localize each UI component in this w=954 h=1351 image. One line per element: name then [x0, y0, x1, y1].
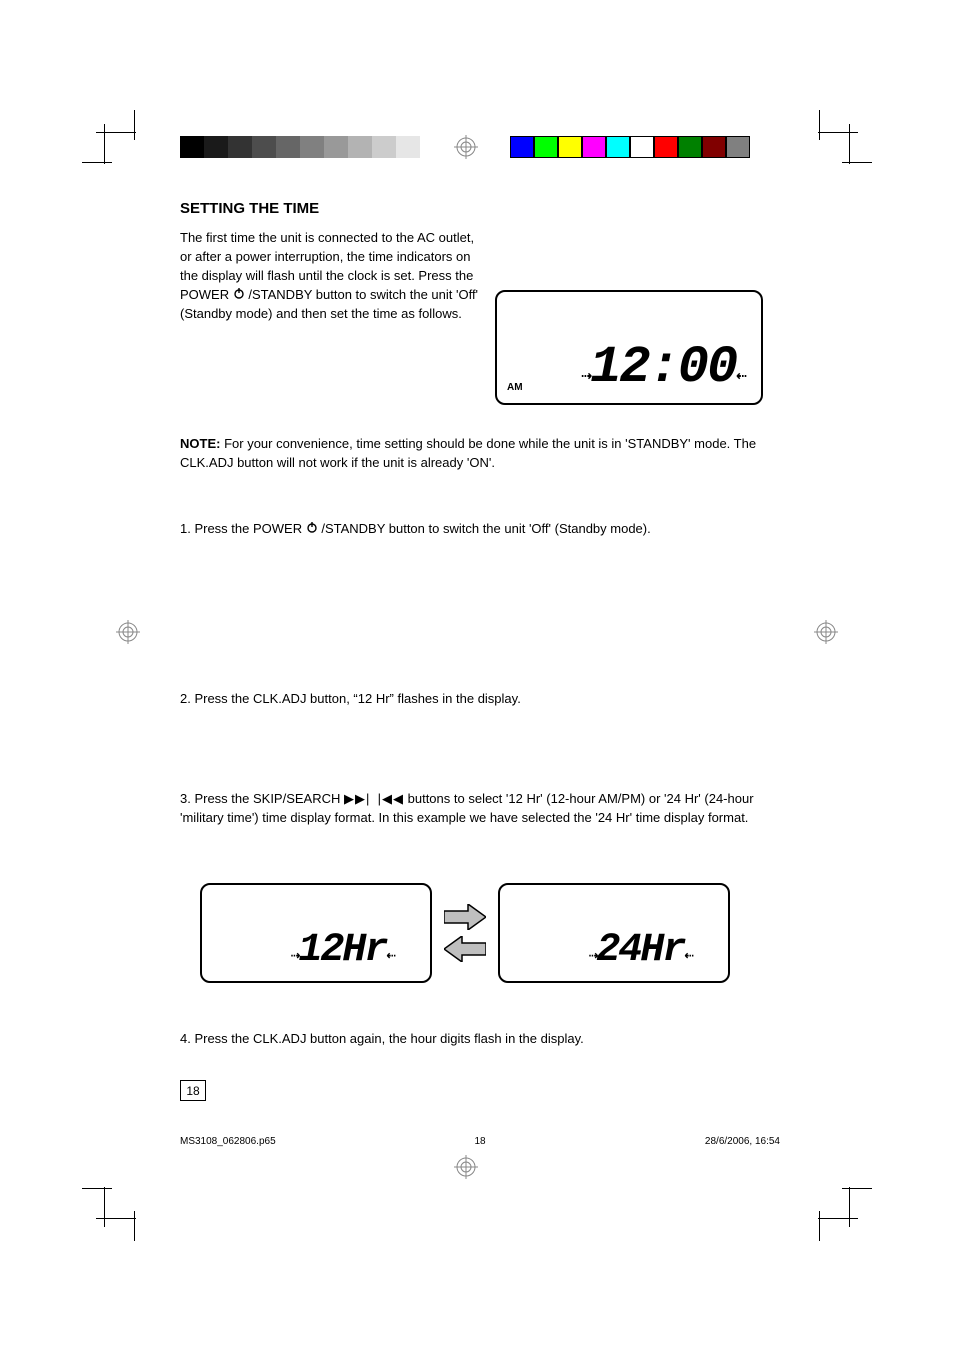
grayscale-calibration-bar — [180, 136, 444, 158]
color-calibration-bar — [510, 136, 750, 158]
footer-pagenum: 18 — [474, 1136, 485, 1147]
lcd-24hr: ⇢24Hr⇠ — [498, 883, 730, 983]
step3-text-a: 3. Press the SKIP/SEARCH — [180, 791, 344, 806]
step3-text: 3. Press the SKIP/SEARCH ▶▶| |◀◀ buttons… — [180, 790, 780, 828]
skip-forward-icon: ▶▶| — [344, 791, 370, 806]
lcd-time-digits: ⇢12:00⇠ — [581, 338, 745, 397]
dual-lcd-row: ⇢12Hr⇠ ⇢24Hr⇠ — [200, 878, 760, 988]
skip-back-icon: |◀◀ — [378, 791, 404, 806]
step2-text: 2. Press the CLK.ADJ button, “12 Hr” fla… — [180, 690, 780, 709]
arrow-left-icon — [444, 936, 486, 962]
arrow-toggle-icon — [444, 904, 486, 962]
step1-text-b: /STANDBY button to switch the unit 'Off'… — [321, 521, 650, 536]
lcd-am-label: AM — [507, 382, 523, 393]
registration-mark-top — [454, 135, 478, 159]
footer-datetime: 28/6/2006, 16:54 — [705, 1136, 780, 1147]
note-label: NOTE: — [180, 436, 220, 451]
lcd-12hr-text: ⇢12Hr⇠ — [291, 928, 394, 973]
footer: MS3108_062806.p65 18 28/6/2006, 16:54 — [180, 1136, 780, 1147]
footer-filename: MS3108_062806.p65 — [180, 1136, 276, 1147]
power-icon — [233, 286, 245, 305]
lcd-time-value: 12:00 — [590, 338, 736, 397]
note-paragraph: NOTE: For your convenience, time setting… — [180, 435, 780, 473]
arrow-right-icon — [444, 904, 486, 930]
section-title: SETTING THE TIME — [180, 200, 780, 217]
registration-mark-left — [116, 620, 140, 644]
registration-mark-right — [814, 620, 838, 644]
step1-text: 1. Press the POWER /STANDBY button to sw… — [180, 520, 780, 539]
registration-mark-bottom — [454, 1155, 478, 1179]
page-number-box: 18 — [180, 1080, 206, 1101]
lcd-24hr-text: ⇢24Hr⇠ — [589, 928, 692, 973]
lcd-display-main: AM ⇢12:00⇠ — [495, 290, 763, 405]
step1-text-a: 1. Press the POWER — [180, 521, 306, 536]
note-text: For your convenience, time setting shoul… — [180, 436, 756, 470]
lcd-12hr: ⇢12Hr⇠ — [200, 883, 432, 983]
step4-text: 4. Press the CLK.ADJ button again, the h… — [180, 1030, 780, 1049]
page-number: 18 — [186, 1084, 199, 1098]
intro-paragraph: The first time the unit is connected to … — [180, 229, 480, 323]
power-icon — [306, 520, 318, 539]
